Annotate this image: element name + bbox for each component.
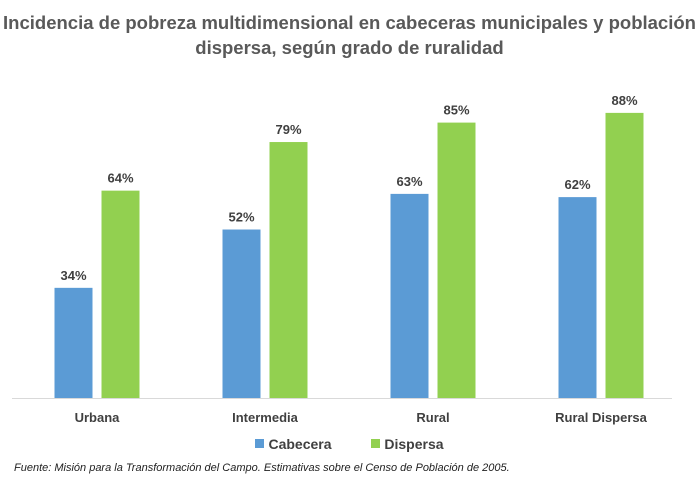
data-label: 79% — [275, 122, 301, 137]
x-tick-label: Intermedia — [232, 410, 299, 425]
data-label: 34% — [60, 268, 86, 283]
legend-item-dispersa: Dispersa — [371, 435, 444, 452]
chart-title: Incidencia de pobreza multidimensional e… — [3, 12, 696, 58]
x-tick-label: Rural Dispersa — [555, 410, 648, 425]
data-label: 52% — [228, 210, 254, 225]
bar-cabecera-rural-dispersa — [558, 197, 597, 398]
bar-dispersa-intermedia — [269, 142, 308, 398]
legend-item-cabecera: Cabecera — [255, 435, 332, 452]
bar-dispersa-rural-dispersa — [605, 112, 644, 398]
legend-swatch-dispersa — [371, 439, 381, 448]
legend: Cabecera Dispersa — [0, 435, 699, 452]
x-tick-label: Urbana — [75, 410, 121, 425]
data-label: 63% — [396, 174, 422, 189]
data-label: 85% — [443, 103, 469, 118]
bar-cabecera-urbana — [54, 287, 93, 398]
bar-cabecera-intermedia — [222, 229, 261, 398]
bar-cabecera-rural — [390, 193, 429, 398]
legend-label-cabecera: Cabecera — [268, 435, 332, 452]
legend-label-dispersa: Dispersa — [384, 435, 444, 452]
legend-swatch-cabecera — [255, 439, 265, 448]
source-note: Fuente: Misión para la Transformación de… — [14, 462, 510, 474]
bar-dispersa-urbana — [101, 190, 140, 398]
data-label: 62% — [564, 177, 590, 192]
x-tick-label: Rural — [416, 410, 449, 425]
bar-dispersa-rural — [437, 122, 476, 398]
data-label: 64% — [107, 171, 133, 186]
data-label: 88% — [611, 93, 637, 108]
